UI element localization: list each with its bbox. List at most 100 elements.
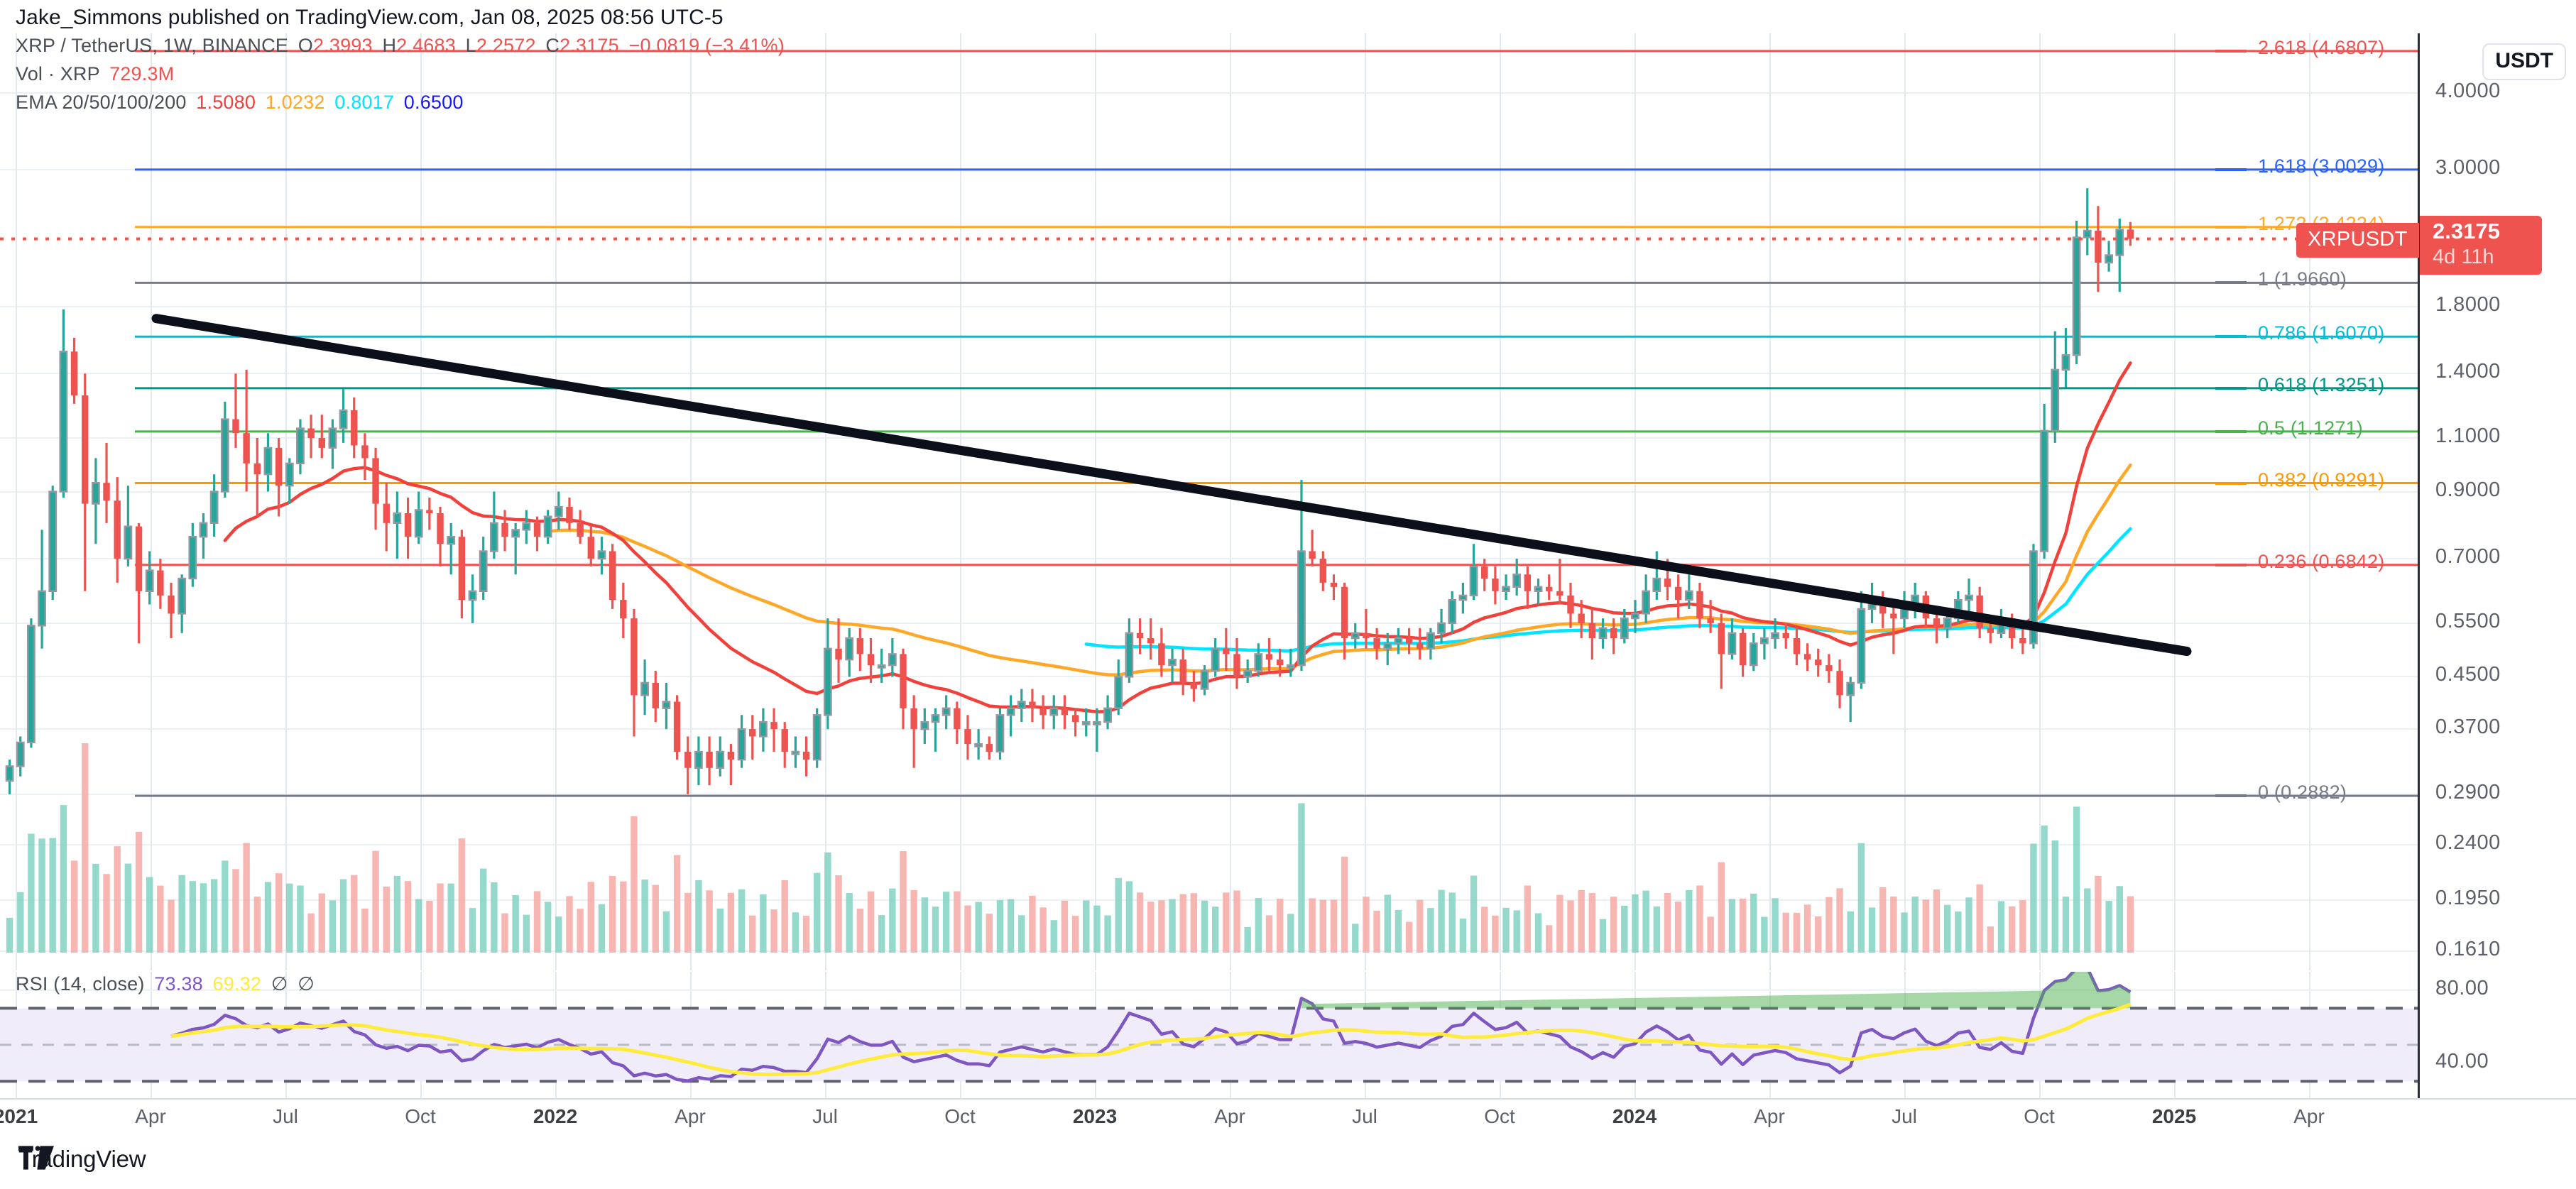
price-axis[interactable]: USDT 4.0000 3.0000 1.8000 1.4000 1.1000 0.900… xyxy=(2418,33,2576,1098)
fib-level-label[interactable]: 0.382 (0.9291) xyxy=(2258,469,2385,491)
candle-body xyxy=(426,510,433,513)
legend-symbol-row[interactable]: XRP / TetherUS, 1W, BINANCE O2.3993 H2.4… xyxy=(16,36,785,55)
legend-open-label: O xyxy=(298,35,313,56)
candle-body xyxy=(1136,632,1144,639)
volume-bar xyxy=(114,846,121,953)
candle-body xyxy=(986,744,993,752)
fib-label-dash xyxy=(2215,49,2247,53)
current-price-badge[interactable]: 2.3175 4d 11h xyxy=(2420,216,2542,275)
volume-bar xyxy=(1750,893,1757,953)
volume-bar xyxy=(1556,894,1563,953)
gridline-horizontal xyxy=(0,622,2418,624)
legend-ema-row[interactable]: EMA 20/50/100/200 1.5080 1.0232 0.8017 0… xyxy=(16,93,785,112)
candle-body xyxy=(307,428,315,438)
candle-body xyxy=(263,446,273,476)
rsi-overbought-fill xyxy=(1301,972,2131,1009)
candle-body xyxy=(103,483,110,501)
fib-level-label[interactable]: 0.786 (1.6070) xyxy=(2258,322,2385,344)
volume-bar xyxy=(835,875,842,953)
volume-bar xyxy=(404,881,412,953)
volume-bar xyxy=(1642,890,1649,953)
candle-body xyxy=(1448,598,1457,625)
volume-bar xyxy=(479,868,487,953)
candle-body xyxy=(877,664,886,669)
candle-body xyxy=(253,463,261,475)
candle-body xyxy=(414,509,423,538)
candle-body xyxy=(1103,707,1112,723)
fib-level-label[interactable]: 1 (1.9660) xyxy=(2258,268,2347,290)
candle-body xyxy=(1276,659,1284,666)
candle-body xyxy=(48,491,58,593)
rsi-legend-label: RSI (14, close) xyxy=(16,973,145,995)
candle-body xyxy=(114,500,121,559)
candle-body xyxy=(501,522,508,537)
volume-bar xyxy=(1879,887,1887,953)
legend-volume-row[interactable]: Vol · XRP 729.3M xyxy=(16,65,785,84)
volume-bar xyxy=(329,900,337,953)
fib-level-label[interactable]: 0.618 (1.3251) xyxy=(2258,373,2385,395)
gridline-horizontal xyxy=(0,728,2418,730)
volume-bar xyxy=(1803,904,1811,953)
gridline-vertical xyxy=(285,33,287,970)
volume-bar xyxy=(770,909,777,953)
fib-level-label[interactable]: 0.5 (1.1271) xyxy=(2258,417,2363,439)
volume-bar xyxy=(1061,900,1069,953)
volume-bar xyxy=(1621,905,1628,953)
volume-bar xyxy=(566,896,573,953)
tradingview-logo[interactable]: TradingView xyxy=(18,1146,146,1173)
volume-bar xyxy=(1211,906,1219,953)
candle-body xyxy=(275,447,283,486)
candle-body xyxy=(479,550,488,593)
candle-body xyxy=(1976,595,1983,628)
fib-level-label[interactable]: 2.618 (4.6807) xyxy=(2258,36,2385,58)
downtrend-line[interactable] xyxy=(151,314,2192,657)
gridline-vertical xyxy=(2039,33,2041,970)
candle-body xyxy=(243,433,250,464)
volume-bar xyxy=(2095,875,2102,953)
candle-body xyxy=(1363,632,1370,639)
candle-body xyxy=(1782,632,1789,639)
volume-bar xyxy=(1405,921,1413,953)
volume-bar xyxy=(1599,919,1607,953)
candle-body xyxy=(27,625,36,744)
candle-body xyxy=(533,522,541,537)
candle-body xyxy=(1029,701,1036,708)
volume-bar xyxy=(932,906,939,953)
gridline-horizontal xyxy=(0,899,2418,902)
candle-body xyxy=(1049,707,1059,716)
volume-bar xyxy=(49,838,56,953)
volume-bar xyxy=(631,816,638,953)
price-pane[interactable]: 2.618 (4.6807)1.618 (3.0029)1.272 (2.422… xyxy=(0,33,2418,970)
candle-body xyxy=(716,750,725,769)
volume-bar xyxy=(28,833,35,953)
candle-body xyxy=(1857,608,1866,684)
fib-label-dash xyxy=(2215,281,2247,285)
volume-bar xyxy=(867,891,875,953)
volume-bar xyxy=(684,892,692,953)
volume-bar xyxy=(1987,926,1994,953)
volume-bar xyxy=(501,913,508,953)
rsi-legend[interactable]: RSI (14, close) 73.38 69.32 ∅ ∅ xyxy=(16,975,315,1003)
volume-bar xyxy=(921,897,929,953)
volume-bar xyxy=(1965,897,1972,953)
rsi-pane[interactable] xyxy=(0,972,2418,1100)
volume-bar xyxy=(232,869,239,953)
fib-level-label[interactable]: 0.236 (0.6842) xyxy=(2258,550,2385,572)
candle-body xyxy=(1610,628,1617,639)
time-axis-label: Oct xyxy=(405,1105,436,1127)
fib-level-label[interactable]: 1.618 (3.0029) xyxy=(2258,155,2385,177)
volume-bar xyxy=(512,894,519,953)
volume-bar xyxy=(1761,916,1768,953)
volume-bar xyxy=(975,902,982,953)
volume-bar xyxy=(393,875,401,953)
fib-level-label[interactable]: 0 (0.2882) xyxy=(2258,782,2347,804)
legend-ema200-value: 0.6500 xyxy=(403,92,464,113)
candle-body xyxy=(135,526,143,591)
legend-volume-label: Vol · XRP xyxy=(16,63,100,84)
volume-bar xyxy=(2073,806,2080,953)
volume-bar xyxy=(1739,898,1747,953)
candle-body xyxy=(1179,659,1186,683)
candle-body xyxy=(59,351,68,493)
volume-bar xyxy=(1901,912,1908,953)
time-axis[interactable]: 2021 Apr Jul Oct 2022 Apr Jul Oct 2023 Apr Jul Oct 2… xyxy=(0,1098,2576,1137)
